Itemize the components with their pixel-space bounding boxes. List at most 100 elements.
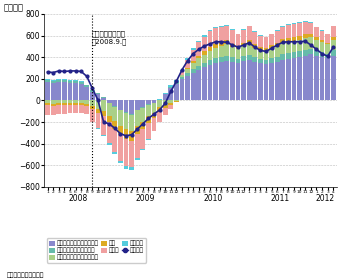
Bar xyxy=(325,44,330,54)
Bar xyxy=(264,64,268,100)
Bar xyxy=(62,82,67,100)
Bar xyxy=(331,50,336,56)
Bar xyxy=(275,43,279,47)
Bar xyxy=(258,50,263,59)
Bar xyxy=(275,47,279,57)
Bar xyxy=(152,103,156,112)
Bar xyxy=(113,129,117,152)
Bar xyxy=(129,167,134,170)
Bar xyxy=(68,83,72,100)
Bar xyxy=(325,34,330,35)
Bar xyxy=(241,30,246,43)
Bar xyxy=(325,54,330,58)
Bar xyxy=(230,30,235,44)
Bar xyxy=(314,27,319,37)
Bar xyxy=(135,134,139,158)
Bar xyxy=(202,37,207,51)
Bar xyxy=(236,34,240,46)
Bar xyxy=(118,110,123,126)
Bar xyxy=(308,37,313,49)
Bar xyxy=(140,122,145,129)
Bar xyxy=(56,79,61,80)
Bar xyxy=(135,110,139,126)
Bar xyxy=(247,60,252,100)
Bar xyxy=(252,32,257,44)
Bar xyxy=(258,63,263,100)
Bar xyxy=(146,122,151,140)
Bar xyxy=(230,29,235,30)
Bar xyxy=(297,23,302,35)
Bar xyxy=(101,116,106,135)
Bar xyxy=(140,108,145,122)
Bar xyxy=(124,166,129,169)
Bar xyxy=(320,40,324,42)
Bar xyxy=(208,65,212,100)
Bar xyxy=(286,59,291,100)
Bar xyxy=(90,109,95,122)
Bar xyxy=(45,100,50,103)
Bar xyxy=(73,103,78,105)
Bar xyxy=(129,141,134,167)
Bar xyxy=(101,98,106,100)
Bar xyxy=(208,47,212,51)
Bar xyxy=(269,34,274,45)
Bar xyxy=(168,88,173,100)
Bar xyxy=(219,26,224,27)
Bar xyxy=(163,94,168,95)
Bar xyxy=(308,23,313,34)
Bar xyxy=(241,46,246,56)
Bar xyxy=(96,93,100,95)
Bar xyxy=(219,62,224,100)
Bar xyxy=(224,61,229,100)
Bar xyxy=(197,59,201,66)
Bar xyxy=(247,40,252,44)
Bar xyxy=(140,129,145,149)
Bar xyxy=(247,44,252,55)
Bar xyxy=(314,40,319,50)
Bar xyxy=(51,83,55,100)
Bar xyxy=(303,22,308,35)
Bar xyxy=(90,106,95,109)
Bar xyxy=(56,100,61,103)
Bar xyxy=(68,103,72,105)
Bar xyxy=(118,126,123,134)
Bar xyxy=(146,105,151,116)
Bar xyxy=(297,36,302,40)
Bar xyxy=(157,100,162,107)
Bar xyxy=(197,42,201,56)
Bar xyxy=(56,81,61,100)
Bar xyxy=(303,21,308,22)
Bar xyxy=(197,41,201,42)
Bar xyxy=(68,80,72,81)
Bar xyxy=(84,85,89,87)
Bar xyxy=(51,80,55,81)
Bar xyxy=(269,63,274,100)
Bar xyxy=(96,100,100,109)
Bar xyxy=(107,116,112,122)
Bar xyxy=(180,79,184,100)
Bar xyxy=(96,128,100,129)
Bar xyxy=(185,59,190,60)
Bar xyxy=(84,106,89,114)
Bar xyxy=(113,121,117,129)
Bar xyxy=(320,31,324,40)
Bar xyxy=(213,58,218,63)
Bar xyxy=(308,54,313,100)
Bar xyxy=(185,60,190,68)
Bar xyxy=(174,101,179,102)
Bar xyxy=(62,100,67,103)
Bar xyxy=(45,80,50,81)
Bar xyxy=(286,38,291,42)
Bar xyxy=(79,84,84,100)
Bar xyxy=(325,43,330,44)
Bar xyxy=(174,82,179,84)
Bar xyxy=(101,135,106,136)
Bar xyxy=(197,56,201,59)
Bar xyxy=(191,50,195,61)
Bar xyxy=(124,129,129,139)
Bar xyxy=(230,62,235,100)
Bar xyxy=(140,100,145,107)
Bar xyxy=(264,51,268,60)
Bar xyxy=(45,81,50,100)
Bar xyxy=(252,57,257,62)
